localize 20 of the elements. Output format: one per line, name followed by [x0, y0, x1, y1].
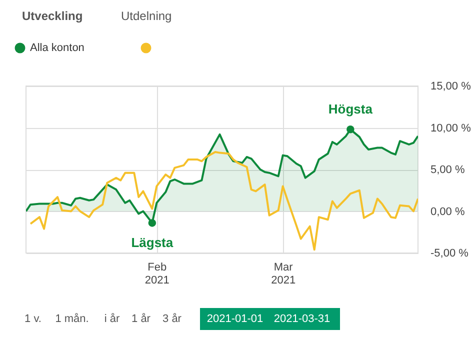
text: 2021-01-01	[206, 313, 264, 325]
text: i år	[104, 313, 120, 325]
text: 1 år	[132, 313, 151, 325]
y-tick-label: 15,00 %	[430, 80, 472, 92]
legend-label: Alla konton	[30, 42, 84, 54]
y-tick-label: -5,00 %	[430, 248, 469, 260]
y-tick-label: 10,00 %	[430, 122, 472, 134]
annotation: Högsta	[328, 101, 374, 116]
text: Utdelning	[121, 9, 172, 23]
y-tick-label: 0,00 %	[430, 206, 465, 218]
line-series	[30, 150, 418, 251]
text: 3 år	[162, 313, 182, 325]
text: 1 mån.	[55, 313, 89, 325]
text: Utveckling	[22, 9, 83, 23]
x-tick-label: Feb 2021	[144, 262, 170, 286]
x-tick-label: Mar 2021	[271, 262, 296, 286]
y-tick-label: 5,00 %	[430, 164, 465, 176]
text: 1 v.	[24, 313, 42, 325]
text: 2021-03-31	[274, 313, 330, 325]
annotation: Lägsta	[131, 234, 174, 250]
